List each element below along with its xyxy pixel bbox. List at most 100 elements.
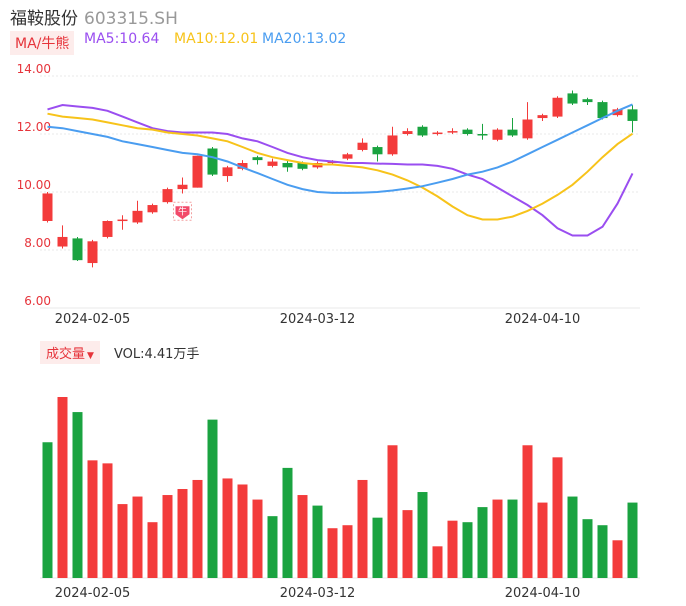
- volume-bar: [42, 442, 53, 578]
- volume-bar: [357, 479, 368, 578]
- legend-ma10: MA10:12.01: [174, 31, 259, 47]
- volume-bar: [72, 412, 83, 578]
- volume-bar: [87, 460, 98, 578]
- candle-body: [372, 147, 383, 155]
- volume-bar: [387, 445, 398, 578]
- volume-bar: [477, 507, 488, 578]
- annotation-frame: [173, 201, 192, 221]
- ma20-line: [47, 103, 633, 194]
- ma10-line: [47, 112, 634, 221]
- candle-body: [192, 155, 203, 188]
- candle-body: [267, 161, 278, 166]
- candle-body: [57, 236, 68, 247]
- candle-body: [402, 131, 413, 134]
- candle-body: [597, 102, 608, 119]
- candle-body: [102, 221, 113, 237]
- candle-body: [507, 129, 518, 136]
- stock-title: 福鞍股份 603315.SH: [10, 4, 178, 29]
- volume-bar: [582, 519, 593, 578]
- candle-body: [177, 184, 188, 190]
- volume-indicator-tag[interactable]: 成交量 ▼: [40, 341, 100, 364]
- volume-bar: [462, 522, 473, 578]
- volume-bar: [222, 478, 233, 578]
- candle-body: [252, 157, 263, 161]
- volume-bar: [552, 457, 563, 578]
- candle-body: [522, 119, 533, 139]
- candle-body: [117, 219, 128, 222]
- volume-bar: [282, 467, 293, 578]
- y-tick-label: 12.00: [17, 120, 51, 134]
- y-tick-label: 14.00: [17, 62, 51, 76]
- candle-body: [87, 241, 98, 264]
- x-tick-label: 2024-02-05: [55, 586, 131, 601]
- bull-shield-icon: [175, 206, 190, 220]
- volume-bar: [57, 397, 68, 578]
- volume-bar: [192, 479, 203, 578]
- annotation-text: 牛: [178, 205, 187, 217]
- volume-bar: [117, 504, 128, 578]
- candle-body: [222, 167, 233, 177]
- dropdown-caret-icon[interactable]: ▼: [87, 351, 94, 361]
- volume-bar: [567, 496, 578, 578]
- volume-bar: [342, 525, 353, 578]
- x-tick-label: 2024-03-12: [280, 586, 356, 601]
- volume-bar: [102, 463, 113, 578]
- candle-body: [552, 97, 563, 117]
- volume-bar: [162, 495, 173, 578]
- volume-bar: [177, 489, 188, 578]
- candle-body: [162, 189, 173, 203]
- x-tick-label: 2024-04-10: [505, 586, 581, 601]
- candle-body: [282, 163, 293, 168]
- volume-bar: [147, 522, 158, 578]
- volume-bar: [132, 496, 143, 578]
- candle-body: [72, 238, 83, 261]
- candle-body: [417, 126, 428, 136]
- y-tick-label: 10.00: [17, 178, 51, 192]
- candle-body: [342, 154, 353, 159]
- candle-body: [567, 93, 578, 104]
- volume-bar: [372, 517, 383, 578]
- candle-body: [297, 163, 308, 169]
- volume-bar: [267, 516, 278, 578]
- legend-ma20: MA20:13.02: [262, 31, 347, 47]
- volume-legend: 成交量 ▼ VOL:4.41万手: [40, 341, 199, 364]
- volume-bar: [297, 495, 308, 578]
- x-tick-label: 2024-03-12: [280, 312, 356, 327]
- ma5-line: [47, 103, 634, 237]
- candle-body: [612, 109, 623, 116]
- stock-code: 603315.SH: [84, 9, 178, 29]
- candle-body: [582, 99, 593, 103]
- candle-body: [477, 134, 488, 136]
- candle-body: [237, 163, 248, 169]
- candle-body: [627, 109, 638, 121]
- candle-body: [42, 193, 53, 221]
- volume-bar: [252, 499, 263, 578]
- volume-bar: [597, 525, 608, 578]
- volume-bar: [207, 419, 218, 578]
- volume-bar: [312, 505, 323, 578]
- volume-bar: [327, 528, 338, 578]
- candle-body: [387, 135, 398, 155]
- volume-bar: [492, 499, 503, 578]
- volume-bar: [507, 499, 518, 578]
- volume-value: VOL:4.41万手: [113, 347, 200, 362]
- ma-toggle-tag[interactable]: MA/牛熊: [10, 31, 75, 55]
- x-tick-label: 2024-04-10: [505, 312, 581, 327]
- volume-bar: [522, 445, 533, 578]
- volume-bar: [432, 546, 443, 578]
- y-tick-label: 6.00: [24, 294, 51, 308]
- candle-body: [492, 129, 503, 140]
- volume-bar: [537, 502, 548, 578]
- candle-body: [132, 210, 143, 223]
- volume-bar: [417, 492, 428, 578]
- volume-bar: [402, 510, 413, 578]
- candle-body: [207, 148, 218, 175]
- volume-bar: [447, 520, 458, 578]
- legend-ma5: MA5:10.64: [84, 31, 160, 47]
- candle-body: [462, 129, 473, 134]
- candle-body: [432, 132, 443, 135]
- candle-body: [357, 142, 368, 150]
- volume-bar: [612, 540, 623, 578]
- x-tick-label: 2024-02-05: [55, 312, 131, 327]
